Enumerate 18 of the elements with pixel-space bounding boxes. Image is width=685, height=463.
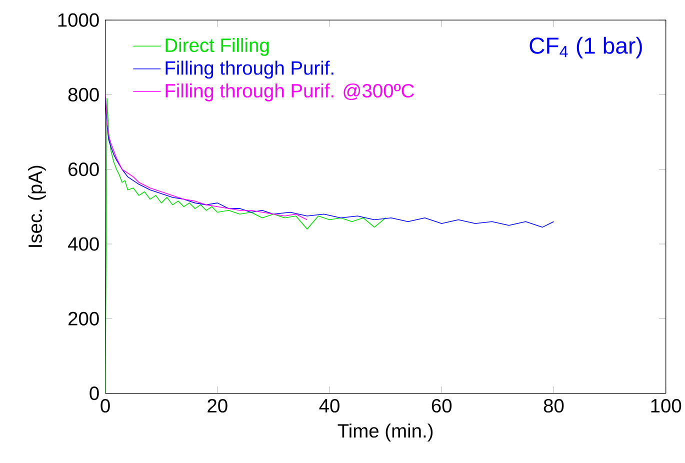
y-tick-label: 800: [68, 88, 99, 102]
x-tick-label: 80: [544, 398, 564, 412]
legend-label: Direct Filling: [166, 38, 269, 56]
y-tick-label: 1000: [58, 13, 99, 27]
y-axis-title: Isec. (pA): [28, 166, 46, 247]
annotation: CF$_{4}$ (1 bar): [530, 36, 642, 58]
x-tick-label: 100: [651, 398, 682, 412]
y-tick-label: 600: [68, 162, 99, 176]
y-tick-label: 200: [68, 312, 99, 326]
y-tick-label: 400: [68, 236, 99, 251]
x-axis-title: Time (min.): [338, 423, 433, 442]
legend-label: Filling through Purif. @300ºC: [166, 83, 414, 102]
x-tick-label: 60: [432, 398, 452, 412]
legend-label: Filling through Purif.: [166, 60, 334, 78]
x-tick-label: 40: [319, 398, 340, 412]
y-tick-label: 0: [90, 386, 99, 400]
x-tick-label: 0: [100, 398, 110, 412]
x-tick-label: 20: [208, 398, 228, 412]
